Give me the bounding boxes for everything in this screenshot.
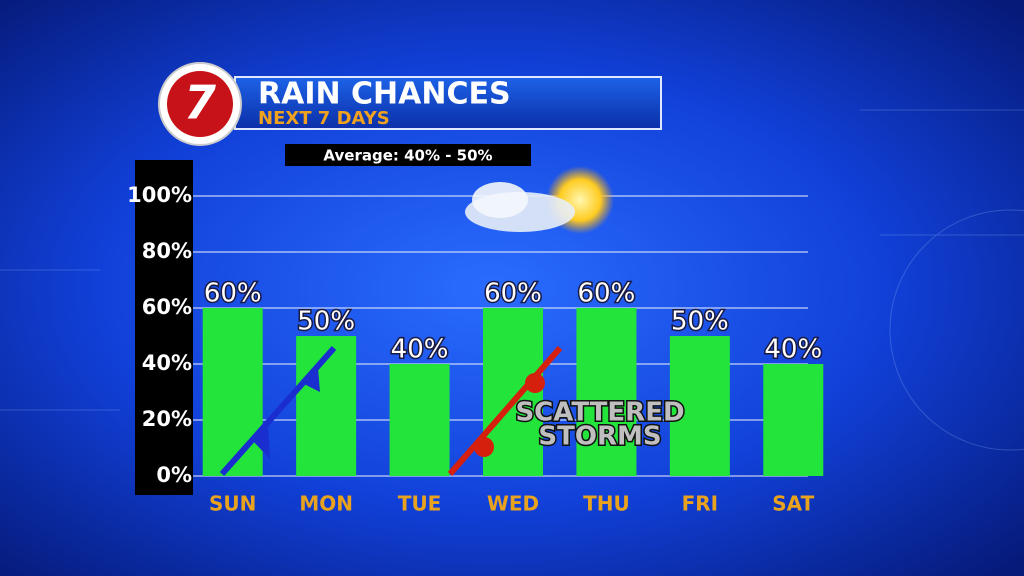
y-tick-label: 40%: [142, 351, 192, 375]
x-tick-label: WED: [487, 492, 539, 516]
value-label: 50%: [671, 307, 729, 337]
chart-title: RAIN CHANCES: [258, 77, 511, 112]
x-tick-label: MON: [299, 492, 353, 516]
cold-front: [219, 346, 337, 476]
bar: [763, 364, 824, 476]
y-tick-label: 20%: [142, 407, 192, 431]
chart-subtitle: NEXT 7 DAYS: [258, 108, 390, 129]
background-decor: [0, 109, 1024, 451]
annotation: Average: 40% - 50%: [323, 147, 492, 165]
plot: 0% 20% 40% 60% 80% 100% 60% SUN 50% MON 40% TUE 60% W…: [127, 183, 824, 516]
x-tick-label: THU: [583, 492, 630, 516]
weather-icon: [465, 166, 614, 234]
logo: 7: [184, 76, 216, 130]
x-tick-label: FRI: [682, 492, 719, 516]
axis-panel: [135, 160, 193, 495]
storm-label: SCATTERED: [515, 398, 684, 428]
y-tick-label: 100%: [127, 183, 192, 207]
x-tick-label: TUE: [398, 492, 442, 516]
storm-label: STORMS: [538, 422, 661, 452]
x-tick-label: SAT: [772, 492, 814, 516]
value-label: 60%: [484, 279, 542, 309]
bar: [669, 336, 730, 476]
value-label: 60%: [204, 279, 262, 309]
value-label: 40%: [764, 335, 822, 365]
annotation-box: [285, 144, 531, 166]
bar: [202, 308, 263, 476]
y-tick-label: 0%: [156, 463, 192, 487]
value-label: 60%: [578, 279, 636, 309]
value-label: 40%: [391, 335, 449, 365]
y-tick-label: 80%: [142, 239, 192, 263]
bar: [576, 308, 637, 476]
x-tick-label: SUN: [209, 492, 256, 516]
warm-front: [447, 346, 563, 476]
bar: [389, 364, 450, 476]
value-label: 50%: [297, 307, 355, 337]
y-tick-label: 60%: [142, 295, 192, 319]
logo-disc: [167, 71, 233, 137]
